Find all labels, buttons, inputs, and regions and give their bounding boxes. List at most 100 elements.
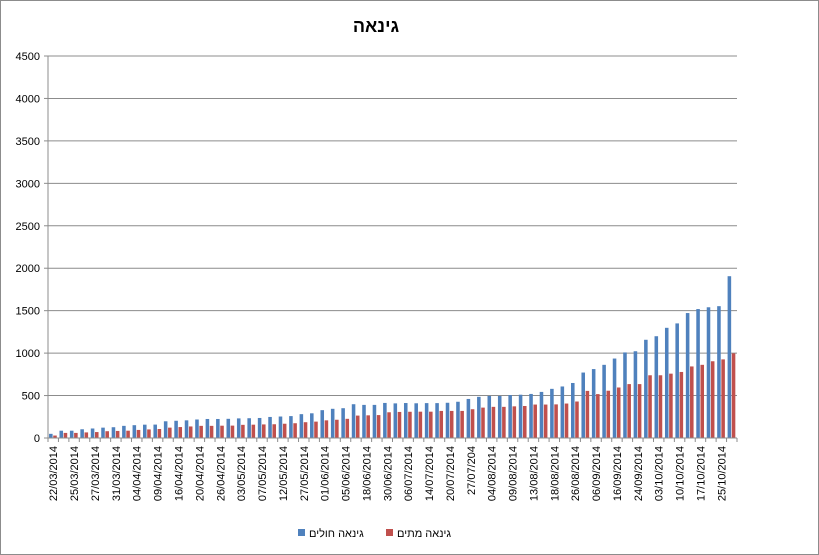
bar-sick [591, 369, 596, 438]
x-tick-label: 17/10/2014 [695, 446, 707, 501]
bar-sick [132, 425, 137, 438]
bar-sick [623, 352, 627, 438]
y-tick-label: 2500 [16, 221, 40, 233]
bar-dead [585, 390, 590, 438]
x-tick-label: 25/10/2014 [716, 446, 728, 501]
bar-sick [706, 307, 711, 438]
bar-sick [236, 418, 241, 438]
bar-sick [226, 418, 231, 438]
bar-sick [581, 372, 585, 438]
bar-dead [105, 431, 109, 438]
bar-dead [522, 406, 527, 438]
chart-title: גינאה [353, 16, 400, 36]
bar-sick [571, 382, 575, 438]
bar-dead [470, 409, 475, 438]
bar-dead [262, 424, 266, 438]
bar-dead [157, 429, 162, 438]
bar-dead [220, 425, 224, 438]
bar-sick [497, 395, 502, 438]
bar-dead [449, 410, 454, 438]
bar-sick [487, 395, 492, 438]
bar-sick [529, 393, 533, 438]
bar-dead [512, 406, 517, 438]
bar-dead [230, 425, 235, 438]
bar-sick [456, 401, 460, 438]
legend-swatch-dead [386, 529, 393, 536]
bar-sick [278, 416, 283, 438]
bar-sick [414, 403, 418, 438]
bar-sick [174, 420, 178, 438]
bar-dead [324, 420, 329, 438]
bar-dead [314, 421, 318, 438]
x-tick-label: 26/04/2014 [215, 446, 227, 501]
bar-dead [188, 426, 193, 438]
bar-sick [49, 433, 53, 438]
legend-swatch-sick [298, 529, 305, 536]
bars [49, 276, 736, 438]
bar-dead [658, 375, 663, 438]
bar-dead [439, 410, 444, 438]
bar-dead [700, 364, 705, 438]
x-tick-label: 25/03/2014 [69, 446, 81, 501]
bar-dead [251, 424, 256, 438]
bar-dead [408, 411, 412, 438]
bar-dead [126, 430, 130, 438]
bar-dead [84, 432, 89, 438]
x-tick-label: 07/05/2014 [257, 446, 269, 501]
bar-sick [539, 391, 544, 438]
bar-sick [654, 336, 659, 438]
y-tick-label: 500 [22, 391, 40, 403]
bar-sick [257, 417, 262, 438]
x-tick-label: 03/05/2014 [236, 446, 248, 501]
bar-dead [168, 427, 172, 438]
x-tick-label: 10/10/2014 [675, 446, 687, 501]
bar-sick [664, 327, 669, 438]
bar-dead [335, 419, 339, 438]
bar-dead [731, 353, 736, 438]
bar-sick [403, 403, 408, 438]
y-tick-label: 3500 [16, 136, 40, 148]
bar-dead [575, 401, 579, 438]
bar-sick [111, 427, 116, 438]
bar-dead [63, 432, 68, 438]
bar-dead [345, 418, 350, 438]
bar-dead [418, 411, 423, 438]
bar-dead [481, 407, 485, 438]
bar-sick [644, 339, 648, 438]
bar-dead [679, 371, 684, 438]
legend: גינאה חולים גינאה מתים [298, 527, 451, 540]
y-tick-label: 2000 [16, 263, 40, 275]
bar-sick [518, 394, 523, 438]
y-tick-label: 0 [34, 433, 40, 445]
bar-sick [435, 403, 439, 438]
bar-sick [216, 418, 220, 438]
bar-sick [508, 395, 512, 438]
x-tick-label: 13/08/2014 [528, 446, 540, 501]
x-axis-ticks: 22/03/2014 25/03/2014 27/03/2014 31/03/2014… [47, 438, 738, 501]
x-tick-label: 22/03/2014 [48, 446, 60, 501]
bar-dead [648, 375, 652, 438]
bar-sick [727, 276, 732, 438]
x-tick-label: 16/09/2014 [612, 446, 624, 501]
bar-dead [115, 430, 120, 438]
bar-dead [178, 427, 183, 438]
bar-sick [310, 413, 314, 438]
bar-dead [376, 415, 381, 438]
bar-sick [247, 418, 251, 438]
bar-dead [282, 423, 287, 438]
bar-sick [696, 309, 700, 438]
x-tick-label: 01/06/2014 [320, 446, 332, 501]
bar-sick [289, 416, 293, 438]
x-tick-label: 16/04/2014 [173, 446, 185, 501]
bar-sick [393, 403, 398, 438]
bar-sick [351, 404, 356, 438]
x-tick-label: 27/05/2014 [299, 446, 311, 501]
bar-dead [147, 429, 151, 438]
bar-sick [445, 402, 450, 438]
bar-dead [209, 425, 214, 438]
bar-sick [685, 313, 690, 438]
bar-sick [69, 430, 74, 438]
bar-dead [387, 412, 391, 438]
x-tick-label: 26/08/2014 [570, 446, 582, 501]
